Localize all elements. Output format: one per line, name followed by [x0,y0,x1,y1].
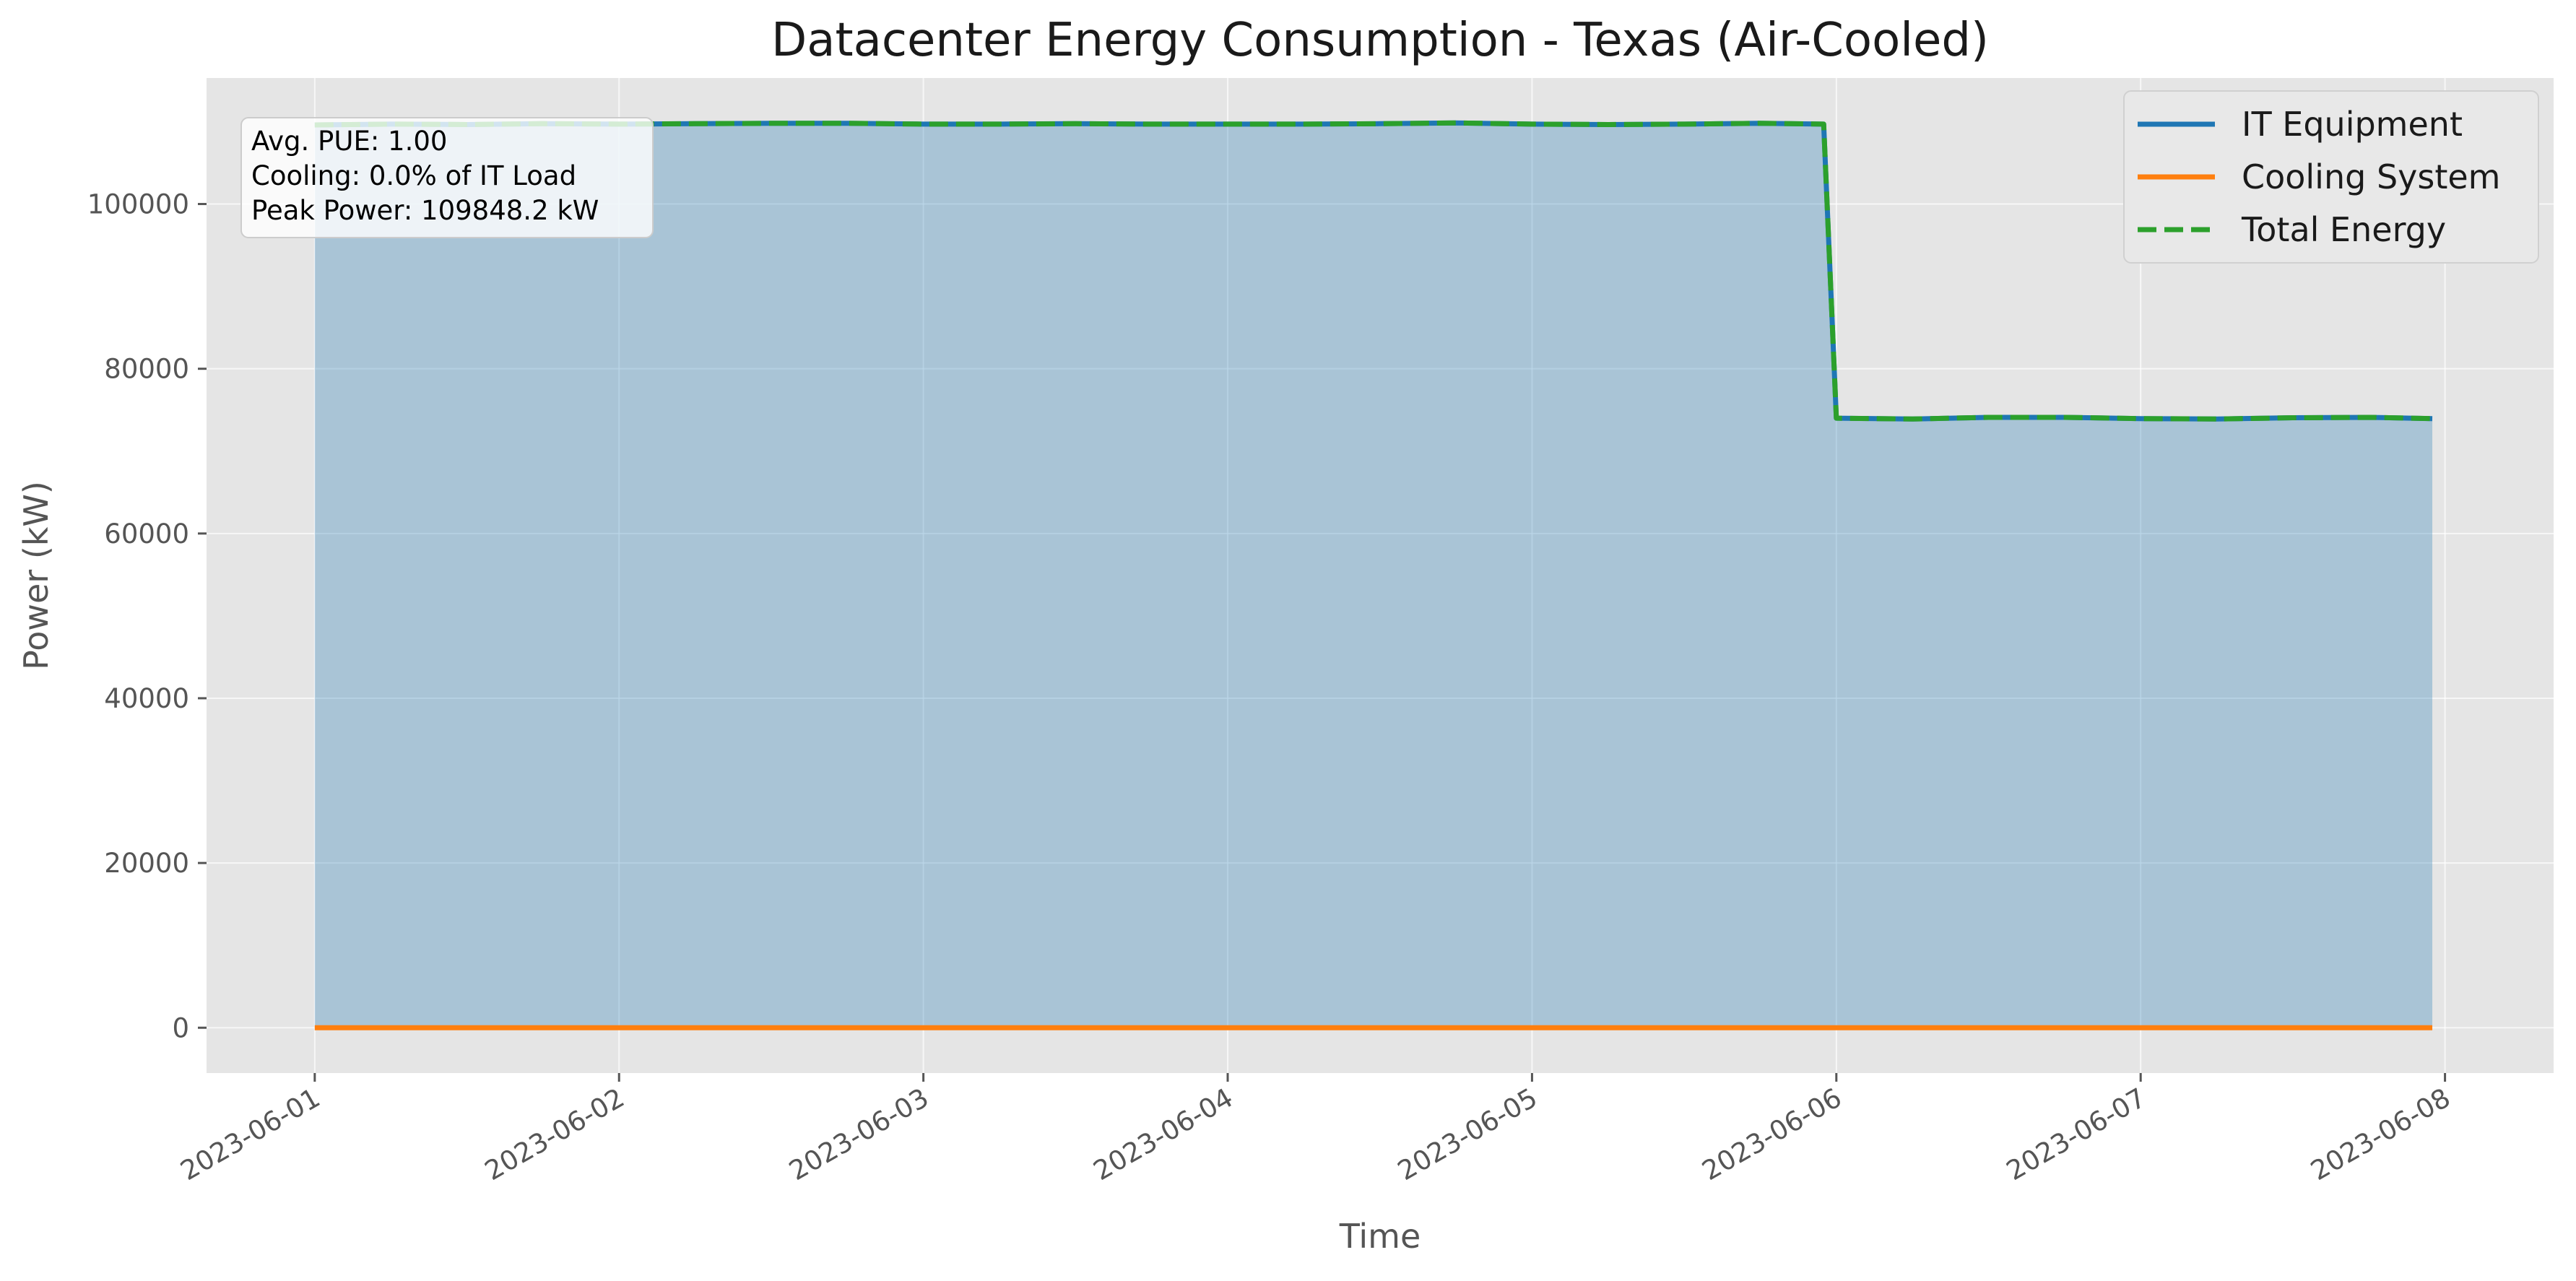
y-tick-label: 20000 [104,848,189,879]
chart-title: Datacenter Energy Consumption - Texas (A… [771,14,1989,67]
y-tick-label: 80000 [104,354,189,385]
stats-annotation: Avg. PUE: 1.00 Cooling: 0.0% of IT Load … [240,117,654,238]
y-tick-label: 100000 [87,189,189,220]
y-tick-label: 60000 [104,518,189,550]
annotation-box-bg [240,117,654,238]
legend-label: Cooling System [2242,157,2500,196]
annotation-pue: Avg. PUE: 1.00 [251,126,447,157]
y-tick-label: 40000 [104,683,189,714]
legend: IT Equipment Cooling System Total Energy [2123,90,2539,264]
annotation-cooling: Cooling: 0.0% of IT Load [251,160,576,191]
legend-label: Total Energy [2241,210,2446,249]
legend-label: IT Equipment [2242,105,2463,144]
grid-lines [207,78,2554,1073]
series-line-2 [314,120,2433,422]
annotation-peak-power: Peak Power: 109848.2 kW [251,195,599,226]
x-axis-label: Time [1339,1217,1421,1256]
y-axis-label: Power (kW) [17,481,56,670]
series-area-fill [314,123,2433,1028]
series-layer [314,120,2433,1030]
y-tick-label: 0 [172,1012,189,1043]
legend-frame [2123,90,2539,264]
area-fill-layer [314,123,2433,1028]
